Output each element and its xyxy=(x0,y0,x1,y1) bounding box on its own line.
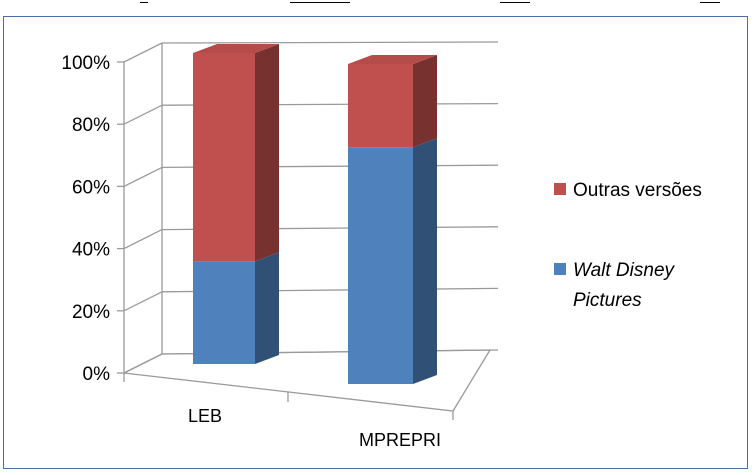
legend-label: Pictures xyxy=(573,290,642,311)
y-tick-label: 60% xyxy=(72,177,110,198)
bar-top-face xyxy=(193,44,279,53)
x-axis-category-labels: LEB MPREPRI xyxy=(188,406,441,450)
bar-segment-mprepri-1 xyxy=(348,55,437,148)
gridlines xyxy=(123,41,499,374)
bar-segment-leb-1 xyxy=(193,44,279,262)
cropped-caption-strip xyxy=(0,0,754,14)
bar-side-face xyxy=(413,55,437,148)
bar-front-face xyxy=(193,53,255,262)
legend-label: Walt Disney xyxy=(573,260,676,281)
side-gridline xyxy=(123,229,163,250)
side-gridline xyxy=(123,291,163,312)
bar-front-face xyxy=(193,261,255,364)
back-gridline xyxy=(161,41,499,44)
bars xyxy=(193,44,437,384)
bar-side-face xyxy=(413,138,437,384)
legend-swatch xyxy=(554,263,566,275)
bar-segment-mprepri-0 xyxy=(348,138,437,384)
bar-side-face xyxy=(255,44,279,262)
legend: Outras versões Walt Disney Pictures xyxy=(554,180,702,311)
legend-item: Outras versões xyxy=(554,180,702,201)
bar-front-face xyxy=(348,64,413,148)
legend-label: Outras versões xyxy=(573,180,702,201)
bar-side-face xyxy=(255,252,279,364)
side-gridline xyxy=(123,104,163,125)
bar-front-face xyxy=(348,147,413,384)
legend-item: Walt Disney Pictures xyxy=(554,260,676,311)
chart-floor xyxy=(121,349,492,412)
y-tick-label: 40% xyxy=(72,240,110,261)
bar-top-face xyxy=(348,55,437,64)
y-tick-label: 100% xyxy=(61,53,110,74)
y-axis-tick-labels: 0% 20% 40% 60% 80% 100% xyxy=(61,53,110,385)
category-label: LEB xyxy=(188,406,222,426)
legend-swatch xyxy=(554,183,566,195)
y-tick-label: 20% xyxy=(72,302,110,323)
side-gridline xyxy=(123,42,163,63)
bar-segment-leb-0 xyxy=(193,252,279,364)
y-tick-label: 0% xyxy=(83,364,111,385)
side-gridline xyxy=(123,166,163,187)
category-label: MPREPRI xyxy=(359,430,441,450)
axes xyxy=(117,43,492,420)
y-tick-label: 80% xyxy=(72,115,110,136)
